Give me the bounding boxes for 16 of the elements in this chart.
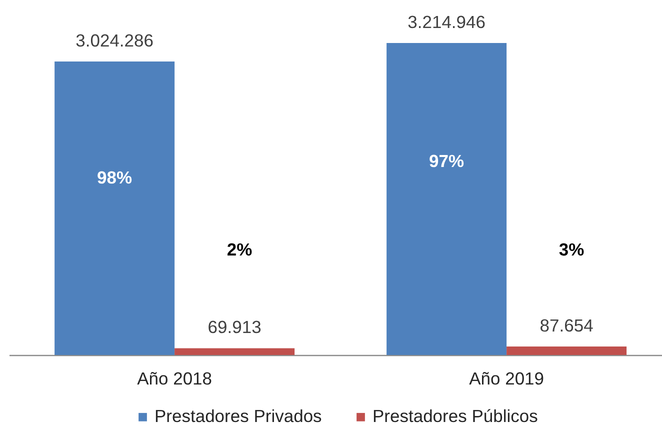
- annotation: 2%: [226, 239, 253, 260]
- annotation: 98%: [97, 167, 133, 188]
- bar: [54, 62, 175, 355]
- x-tick-label: Año 2018: [137, 368, 212, 388]
- x-tick-label: Año 2019: [469, 368, 544, 388]
- annotation: 97%: [429, 150, 465, 171]
- data-label: 69.913: [208, 317, 262, 338]
- legend-label: Prestadores Públicos: [372, 406, 538, 424]
- data-label: 87.654: [540, 315, 594, 336]
- data-label: 3.214.946: [408, 12, 486, 32]
- bar: [386, 43, 507, 355]
- annotation: 3%: [558, 239, 585, 260]
- bar: [174, 348, 295, 355]
- legend-label: Prestadores Privados: [154, 406, 322, 424]
- bar: [506, 346, 627, 355]
- data-label: 3.024.286: [76, 30, 154, 51]
